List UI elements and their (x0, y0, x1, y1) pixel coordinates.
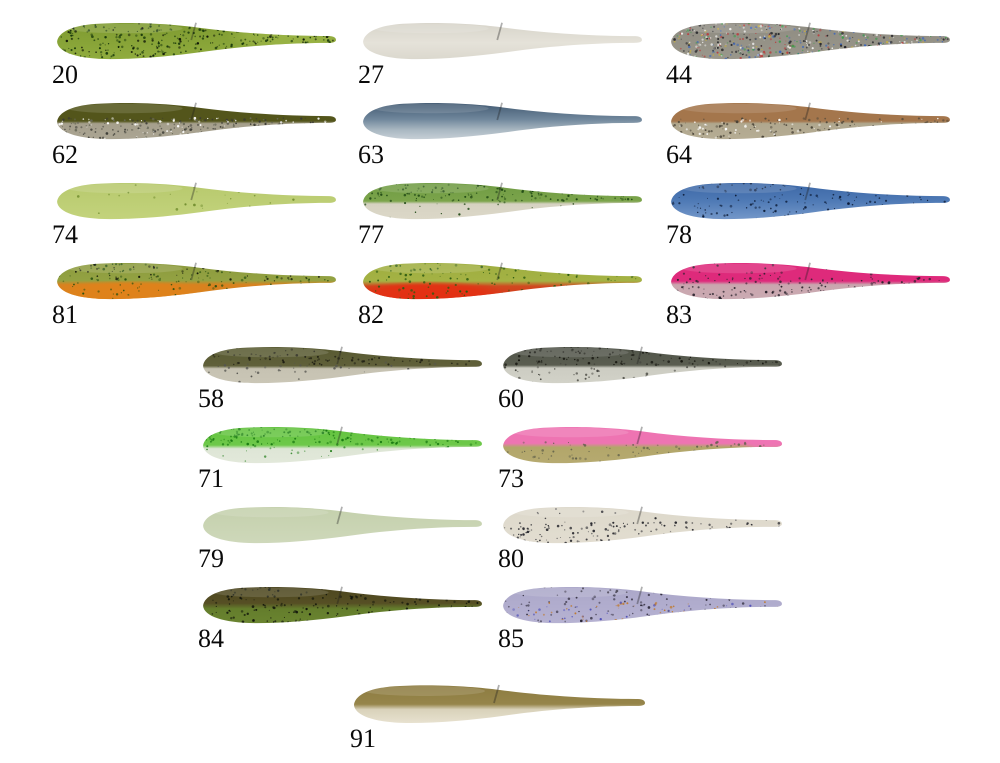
lure-label: 73 (498, 464, 524, 493)
lure-85: 85 (498, 580, 788, 652)
lure-44: 44 (666, 16, 956, 88)
lure-label: 71 (198, 464, 224, 493)
lure-image-60 (503, 346, 782, 384)
lure-78: 78 (666, 176, 956, 248)
lure-74: 74 (52, 176, 342, 248)
lure-notch (190, 182, 197, 201)
lure-label: 80 (498, 544, 524, 573)
lure-notch (336, 346, 343, 365)
lure-label: 81 (52, 300, 78, 329)
lure-79: 79 (198, 500, 488, 572)
lure-notch (496, 102, 503, 121)
lure-71: 71 (198, 420, 488, 492)
lure-84: 84 (198, 580, 488, 652)
lure-notch (190, 102, 197, 121)
lure-notch (336, 426, 343, 445)
lure-notch (636, 506, 643, 525)
lure-73: 73 (498, 420, 788, 492)
lure-image-58 (203, 346, 482, 384)
lure-image-80 (503, 506, 782, 544)
lure-image-85 (503, 586, 782, 624)
lure-label: 77 (358, 220, 384, 249)
lure-81: 81 (52, 256, 342, 328)
lure-image-20 (57, 22, 336, 60)
lure-63: 63 (358, 96, 648, 168)
lure-notch (496, 262, 503, 281)
lure-20: 20 (52, 16, 342, 88)
lure-label: 91 (350, 724, 376, 753)
lure-image-44 (671, 22, 950, 60)
lure-label: 64 (666, 140, 692, 169)
lure-image-81 (57, 262, 336, 300)
lure-image-84 (203, 586, 482, 624)
lure-notch (804, 262, 811, 281)
lure-label: 58 (198, 384, 224, 413)
lure-image-62 (57, 102, 336, 140)
lure-image-64 (671, 102, 950, 140)
lure-notch (496, 182, 503, 201)
lure-image-74 (57, 182, 336, 220)
lure-image-77 (363, 182, 642, 220)
lure-label: 63 (358, 140, 384, 169)
lure-image-79 (203, 506, 482, 544)
lure-notch (636, 586, 643, 605)
lure-notch (336, 506, 343, 525)
lure-image-83 (671, 262, 950, 300)
lure-notch (636, 346, 643, 365)
lure-64: 64 (666, 96, 956, 168)
lure-62: 62 (52, 96, 342, 168)
lure-image-73 (503, 426, 782, 464)
lure-notch (636, 426, 643, 445)
lure-image-63 (363, 102, 642, 140)
lure-notch (804, 182, 811, 201)
lure-image-27 (363, 22, 642, 60)
lure-91: 91 (350, 678, 650, 752)
lure-label: 44 (666, 60, 692, 89)
lure-notch (190, 22, 197, 41)
lure-image-78 (671, 182, 950, 220)
lure-83: 83 (666, 256, 956, 328)
lure-label: 20 (52, 60, 78, 89)
lure-82: 82 (358, 256, 648, 328)
lure-notch (804, 102, 811, 121)
lure-27: 27 (358, 16, 648, 88)
lure-80: 80 (498, 500, 788, 572)
lure-label: 60 (498, 384, 524, 413)
lure-label: 84 (198, 624, 224, 653)
lure-58: 58 (198, 340, 488, 412)
lure-label: 27 (358, 60, 384, 89)
lure-label: 74 (52, 220, 78, 249)
lure-notch (190, 262, 197, 281)
lure-image-91 (354, 684, 645, 723)
lure-image-71 (203, 426, 482, 464)
lure-label: 79 (198, 544, 224, 573)
lure-notch (804, 22, 811, 41)
lure-77: 77 (358, 176, 648, 248)
lure-label: 62 (52, 140, 78, 169)
lure-label: 85 (498, 624, 524, 653)
lure-label: 83 (666, 300, 692, 329)
lure-notch (493, 684, 500, 704)
lure-notch (336, 586, 343, 605)
lure-image-82 (363, 262, 642, 300)
lure-label: 78 (666, 220, 692, 249)
lure-60: 60 (498, 340, 788, 412)
lure-notch (496, 22, 503, 41)
lure-label: 82 (358, 300, 384, 329)
